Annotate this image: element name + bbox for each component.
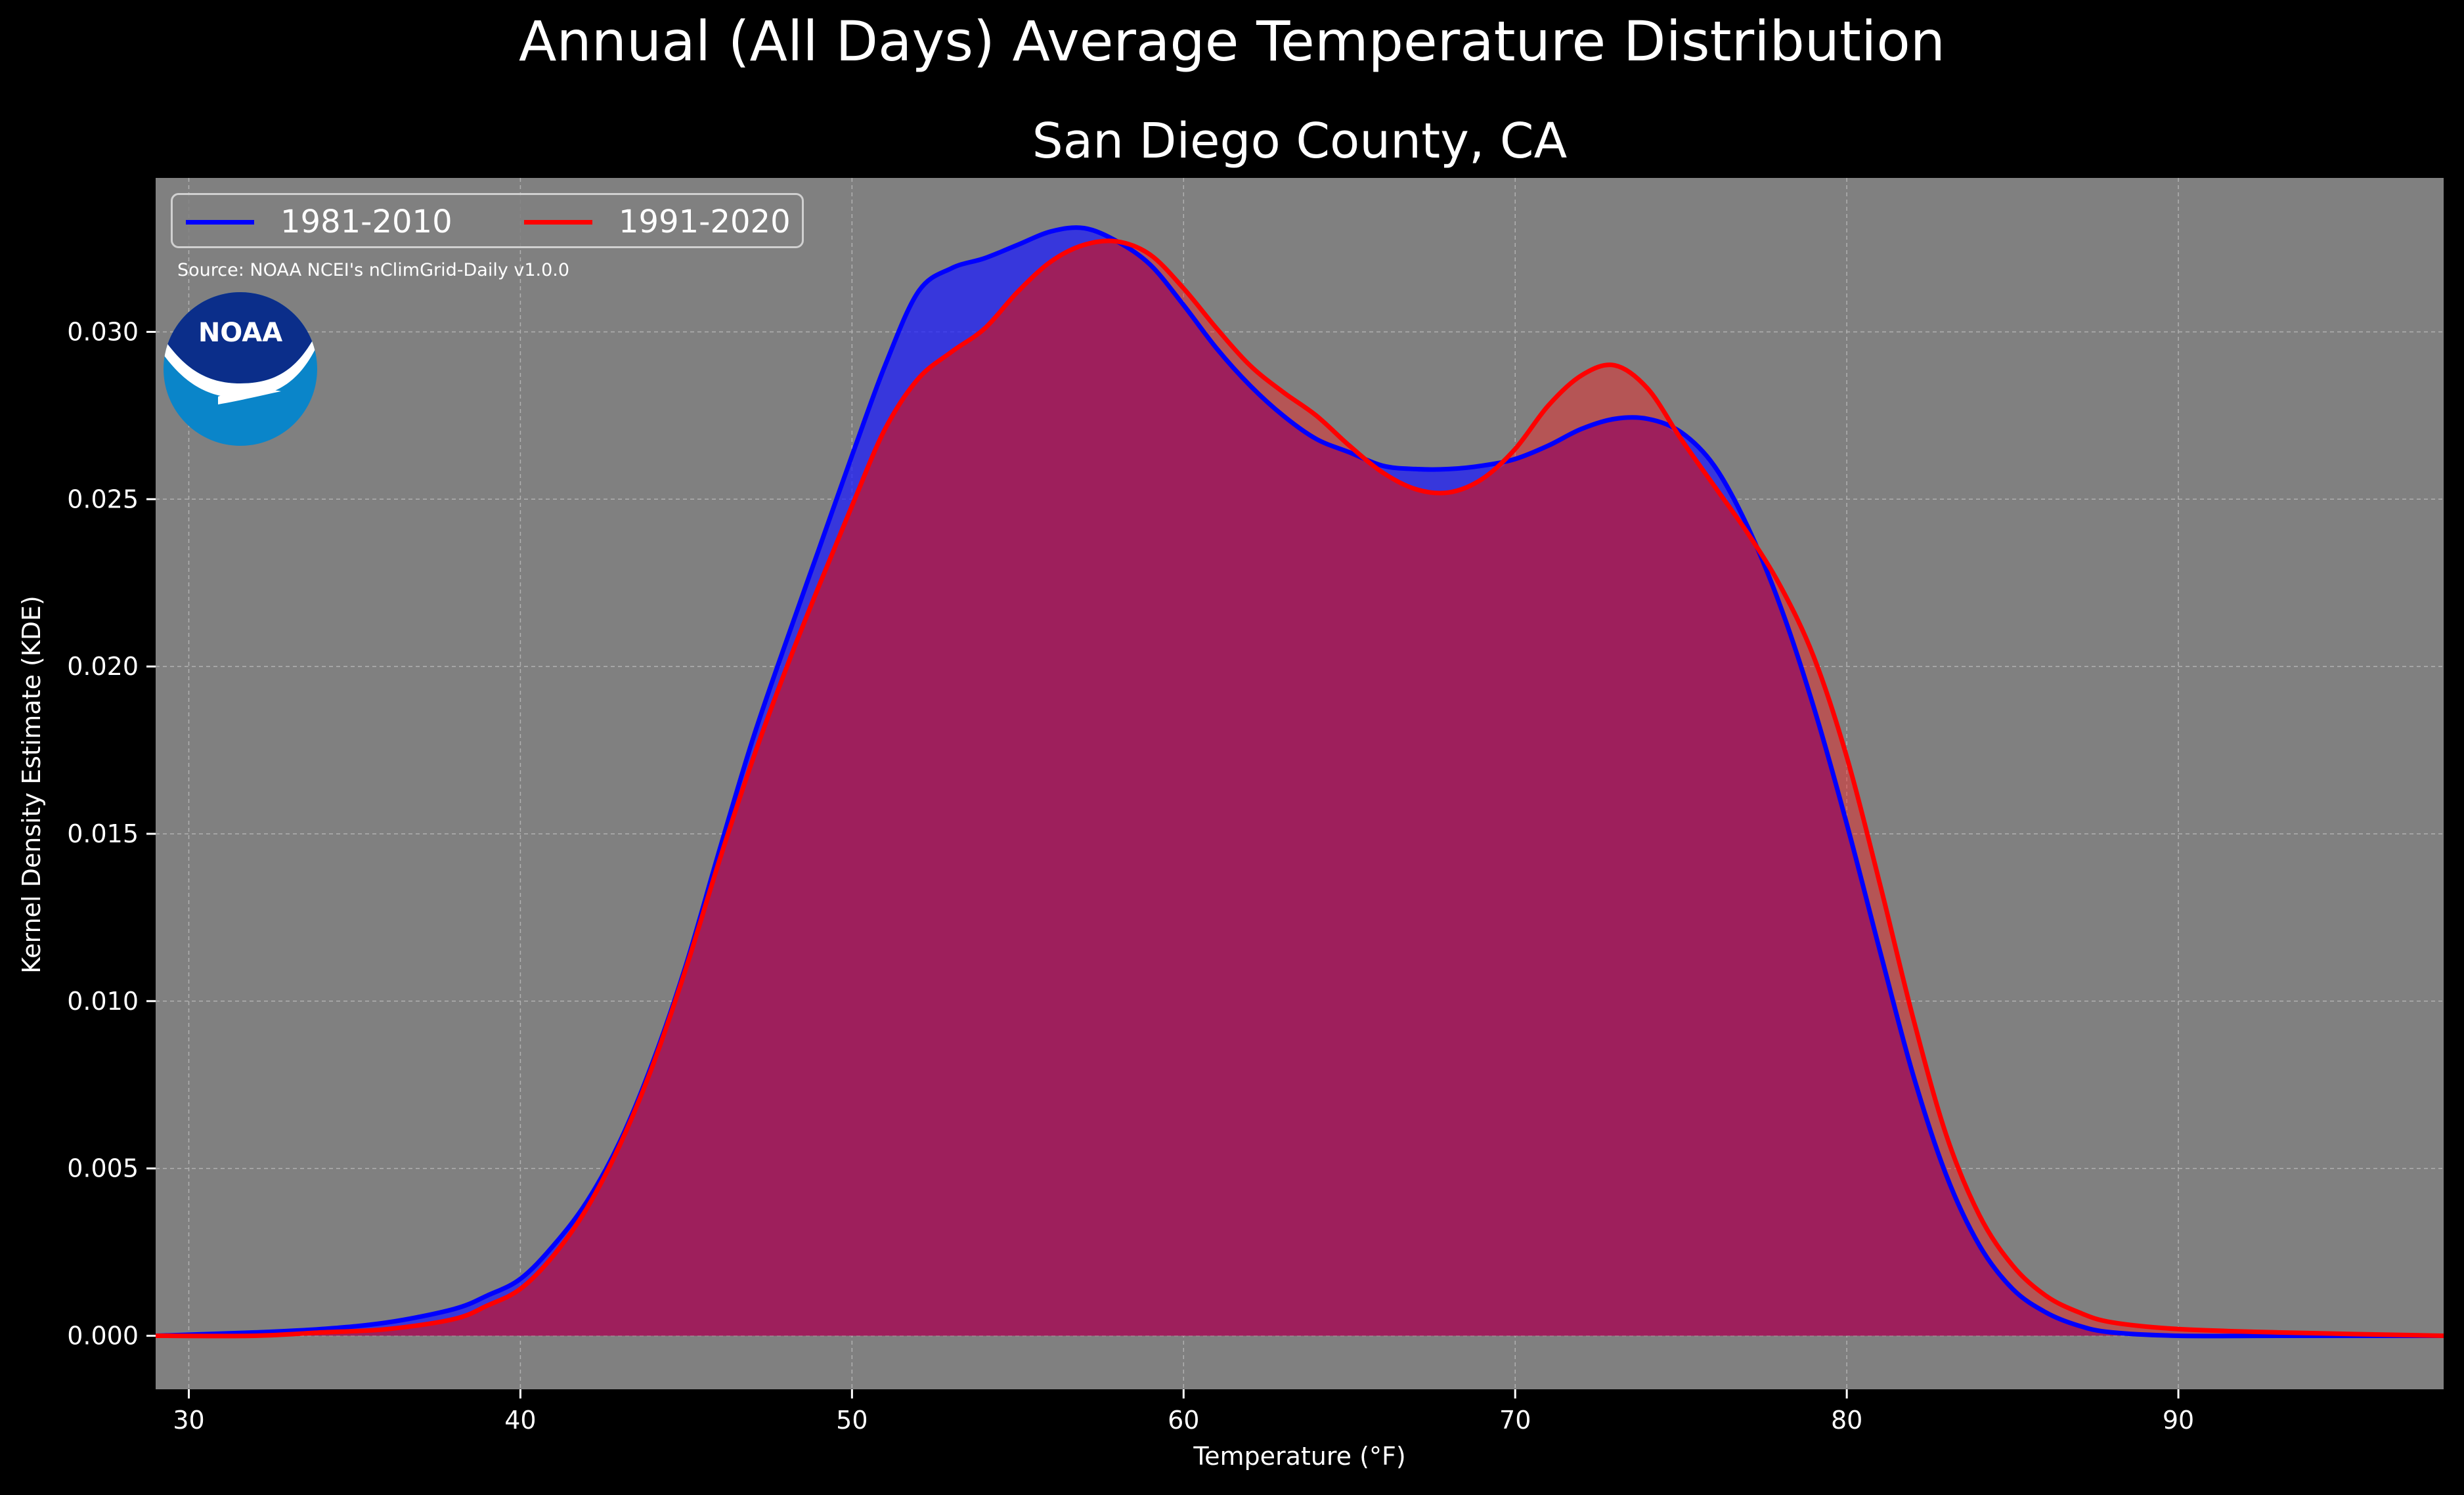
x-tick-label: 70 xyxy=(1499,1406,1531,1435)
legend-item-1991-2020: 1991-2020 xyxy=(524,204,791,240)
area-overlap xyxy=(156,240,2444,1336)
y-tick-label: 0.025 xyxy=(67,485,139,513)
legend-label: 1991-2020 xyxy=(619,204,791,240)
x-axis-label: Temperature (°F) xyxy=(1193,1442,1406,1471)
density-areas xyxy=(156,227,2444,1336)
y-tick-label: 0.000 xyxy=(67,1321,139,1350)
logo-text: NOAA xyxy=(198,318,282,348)
legend: 1981-2010 1991-2020 xyxy=(171,193,804,248)
x-tick-label: 30 xyxy=(173,1406,204,1435)
noaa-logo-icon: NOAA xyxy=(164,292,317,446)
y-tick-label: 0.010 xyxy=(67,987,139,1016)
legend-item-1981-2010: 1981-2010 xyxy=(186,204,452,240)
x-tick-label: 80 xyxy=(1831,1406,1862,1435)
source-note: Source: NOAA NCEI's nClimGrid-Daily v1.0… xyxy=(177,260,570,280)
legend-swatch-blue xyxy=(186,219,254,225)
y-tick-label: 0.015 xyxy=(67,819,139,848)
y-axis-label: Kernel Density Estimate (KDE) xyxy=(17,596,46,974)
y-tick-label: 0.005 xyxy=(67,1154,139,1183)
chart-subtitle: San Diego County, CA xyxy=(1032,113,1568,169)
x-tick-label: 40 xyxy=(504,1406,536,1435)
legend-swatch-red xyxy=(524,219,592,225)
density-lines xyxy=(155,225,2444,1339)
line-1991-2020 xyxy=(155,238,2444,1339)
y-tick-label: 0.030 xyxy=(67,317,139,346)
axes: 30 40 50 60 70 80 90 0.000 0.005 0.010 0.015 0.020 0… xyxy=(67,317,2194,1435)
x-tick-label: 60 xyxy=(1168,1406,1199,1435)
x-tick-label: 50 xyxy=(836,1406,868,1435)
x-tick-label: 90 xyxy=(2163,1406,2194,1435)
y-tick-label: 0.020 xyxy=(67,652,139,681)
chart-title: Annual (All Days) Average Temperature Di… xyxy=(519,9,1945,74)
legend-label: 1981-2010 xyxy=(280,204,452,240)
